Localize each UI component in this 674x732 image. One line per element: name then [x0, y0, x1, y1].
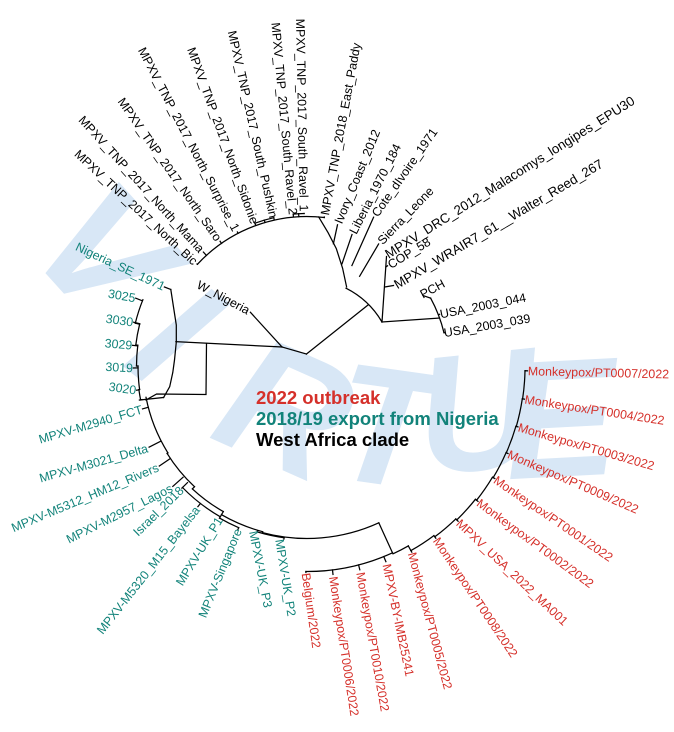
svg-text:E: E [499, 321, 626, 515]
svg-text:2018/19 export from Nigeria: 2018/19 export from Nigeria [256, 408, 499, 429]
svg-text:3025: 3025 [107, 287, 137, 306]
svg-text:3020: 3020 [108, 380, 137, 398]
svg-text:3029: 3029 [104, 336, 133, 352]
svg-text:U: U [407, 311, 551, 511]
svg-text:3019: 3019 [105, 360, 133, 375]
svg-text:2022 outbreak: 2022 outbreak [256, 387, 381, 408]
svg-text:MPXV_TNP_2017_South_Ravel_1: MPXV_TNP_2017_South_Ravel_1 [293, 19, 311, 212]
svg-text:Monkeypox/PT0007/2022: Monkeypox/PT0007/2022 [528, 364, 670, 381]
svg-text:3030: 3030 [105, 312, 134, 330]
svg-text:West Africa clade: West Africa clade [256, 429, 409, 450]
